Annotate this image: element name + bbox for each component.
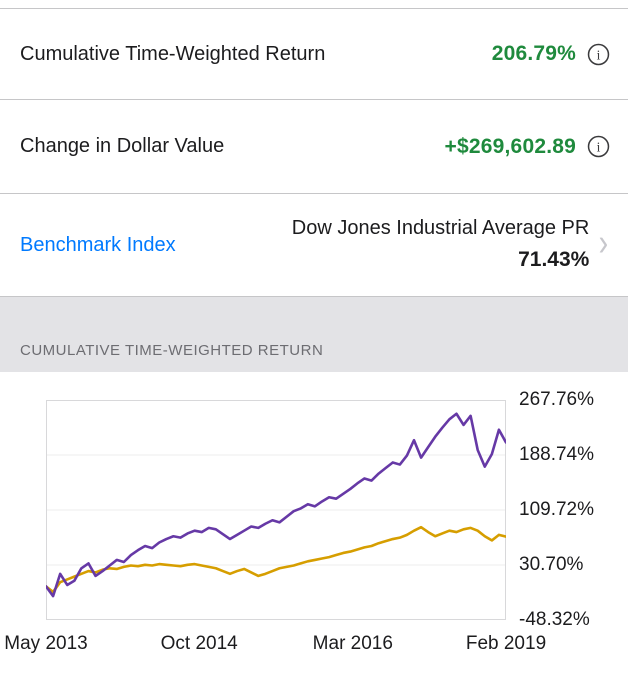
x-tick-label: May 2013: [4, 633, 88, 654]
cumulative-return-value: 206.79%: [491, 42, 576, 65]
row-cumulative-return: Cumulative Time-Weighted Return 206.79% …: [0, 9, 628, 99]
row-dollar-change: Change in Dollar Value +$269,602.89 i: [0, 100, 628, 193]
benchmark-text: Dow Jones Industrial Average PR 71.43%: [292, 213, 590, 277]
top-gap: [0, 0, 628, 8]
cumulative-return-label: Cumulative Time-Weighted Return: [20, 42, 326, 65]
svg-text:i: i: [597, 47, 601, 62]
benchmark-right: Dow Jones Industrial Average PR 71.43% ›: [292, 213, 610, 277]
cumulative-return-info-button[interactable]: i: [587, 43, 610, 66]
dollar-change-info-button[interactable]: i: [587, 135, 610, 158]
x-tick-label: Oct 2014: [160, 633, 238, 654]
y-tick-label: 109.72%: [519, 499, 595, 520]
performance-screen: Cumulative Time-Weighted Return 206.79% …: [0, 0, 628, 659]
chart-plot: [46, 400, 506, 620]
dollar-change-value: +$269,602.89: [444, 134, 576, 158]
performance-line-chart: [46, 400, 506, 620]
dollar-change-right: +$269,602.89 i: [445, 135, 610, 159]
y-tick-label: 188.74%: [519, 444, 595, 465]
chart-y-axis: 267.76% 188.74% 109.72% 30.70% -48.32%: [519, 389, 628, 630]
row-benchmark-index[interactable]: Benchmark Index Dow Jones Industrial Ave…: [0, 194, 628, 296]
chevron-right-icon: ›: [598, 221, 609, 264]
info-icon: i: [587, 43, 610, 65]
divider: [0, 99, 628, 100]
benchmark-name: Dow Jones Industrial Average PR: [291, 217, 590, 240]
x-tick-label: Mar 2016: [312, 633, 393, 654]
y-tick-label: 267.76%: [519, 389, 595, 410]
chart-x-axis: May 2013 Oct 2014 Mar 2016 Feb 2019: [4, 633, 546, 659]
svg-text:i: i: [597, 139, 601, 154]
chart-section: 267.76% 188.74% 109.72% 30.70% -48.32% M…: [0, 372, 628, 659]
chart-flex: 267.76% 188.74% 109.72% 30.70% -48.32%: [46, 389, 628, 630]
benchmark-value: 71.43%: [518, 248, 590, 272]
dollar-change-label: Change in Dollar Value: [20, 135, 225, 157]
x-tick-label: Feb 2019: [465, 633, 547, 654]
section-header: CUMULATIVE TIME-WEIGHTED RETURN: [0, 296, 628, 372]
info-icon: i: [587, 135, 610, 158]
y-tick-label: -48.32%: [519, 609, 590, 630]
cumulative-return-right: 206.79% i: [492, 42, 610, 66]
divider: [0, 193, 628, 194]
divider: [0, 8, 628, 9]
benchmark-index-link[interactable]: Benchmark Index: [20, 233, 176, 256]
section-header-title: CUMULATIVE TIME-WEIGHTED RETURN: [20, 342, 324, 359]
y-tick-label: 30.70%: [519, 554, 584, 575]
